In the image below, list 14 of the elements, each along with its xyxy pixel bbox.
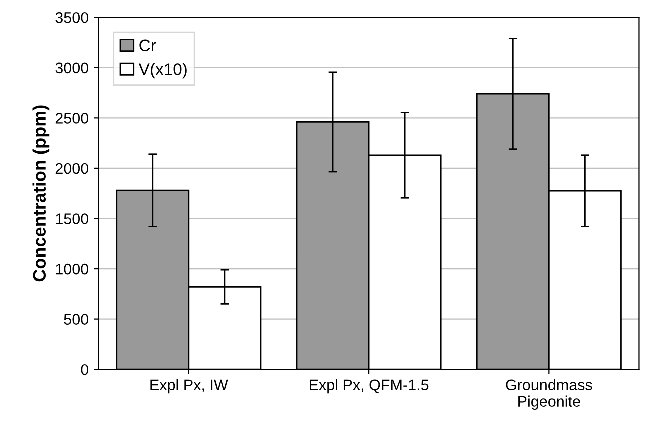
x-tick-label: Expl Px, IW bbox=[150, 379, 228, 394]
y-tick-label: 1500 bbox=[56, 214, 89, 224]
legend-label: V(x10) bbox=[138, 63, 187, 79]
legend-label: Cr bbox=[140, 40, 156, 52]
y-tick-label: 3500 bbox=[56, 12, 89, 24]
y-tick-label: 2000 bbox=[56, 163, 89, 174]
y-axis-title: Concentration (ppm) bbox=[32, 106, 50, 282]
x-tick-label: Expl Px, QFM-1.5 bbox=[310, 379, 429, 394]
y-tick-label: 3000 bbox=[56, 62, 89, 74]
y-tick-label: 2500 bbox=[56, 113, 89, 124]
y-tick-label: 0 bbox=[81, 364, 89, 376]
y-tick-label: 500 bbox=[64, 314, 89, 325]
y-tick-label: 1000 bbox=[56, 264, 89, 275]
x-tick-label: Groundmass Pigeonite bbox=[506, 379, 592, 410]
